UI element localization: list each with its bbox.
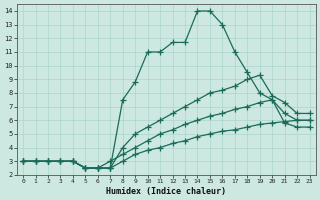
- X-axis label: Humidex (Indice chaleur): Humidex (Indice chaleur): [106, 187, 226, 196]
